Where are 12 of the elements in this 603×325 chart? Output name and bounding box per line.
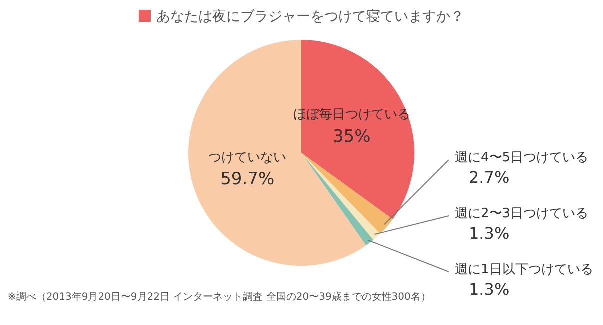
data-label: 59.7%: [220, 169, 275, 190]
data-label: 35%: [332, 126, 371, 147]
data-label: 1.3%: [469, 224, 510, 244]
chart-title: あなたは夜にブラジャーをつけて寝ていますか？: [156, 9, 464, 25]
text: ※調べ（2013年9月20日〜9月22日 インターネット調査 全国の20〜39歳までの女性300名）: [8, 290, 431, 304]
data-label: 2.7%: [469, 168, 510, 188]
slice-label: 週に2〜3日つけている: [455, 206, 589, 222]
data-label: 1.3%: [469, 280, 510, 300]
slice-label: ほぼ毎日つけている: [293, 108, 410, 123]
slice-label: 週に4〜5日つけている: [455, 150, 589, 166]
slice-label: 週に1日以下つけている: [455, 262, 594, 278]
slice-label: つけていない: [208, 150, 287, 166]
